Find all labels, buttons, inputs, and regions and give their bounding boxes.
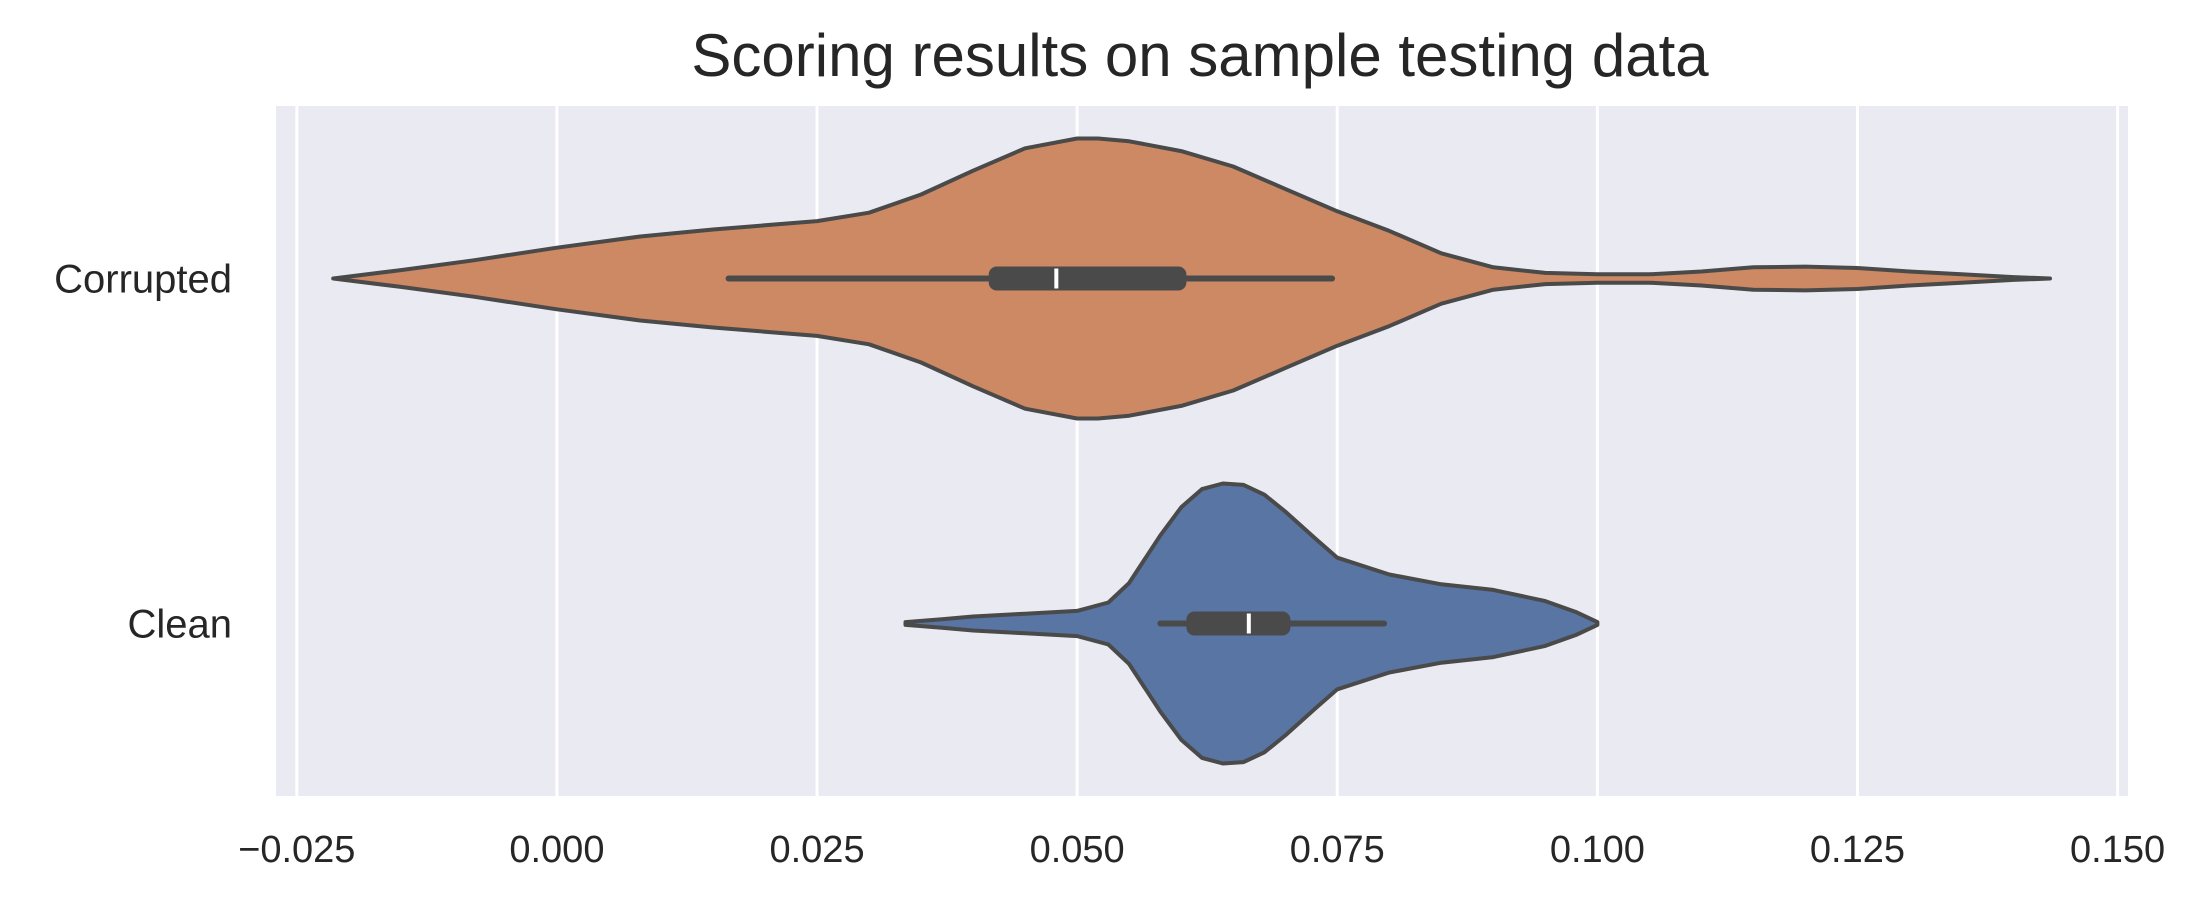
- category-label-corrupted: Corrupted: [54, 258, 232, 302]
- x-tick-label: 0.100: [1550, 829, 1645, 871]
- x-tick-label: 0.050: [1030, 829, 1125, 871]
- iqr-box-corrupted: [988, 266, 1187, 291]
- y-axis-categories: Corrupted Clean: [54, 258, 232, 647]
- chart-title: Scoring results on sample testing data: [691, 22, 1709, 89]
- iqr-box-clean: [1186, 611, 1291, 636]
- x-tick-label: 0.025: [769, 829, 864, 871]
- category-label-clean: Clean: [127, 603, 232, 647]
- x-tick-label: −0.025: [238, 829, 355, 871]
- x-tick-label: 0.000: [509, 829, 604, 871]
- x-tick-label: 0.075: [1290, 829, 1385, 871]
- violins: [331, 136, 2052, 766]
- x-axis-ticks: −0.025 0.000 0.025 0.050 0.075 0.100 0.125 0.15…: [238, 829, 2165, 871]
- x-tick-label: 0.150: [2070, 829, 2165, 871]
- x-tick-label: 0.125: [1810, 829, 1905, 871]
